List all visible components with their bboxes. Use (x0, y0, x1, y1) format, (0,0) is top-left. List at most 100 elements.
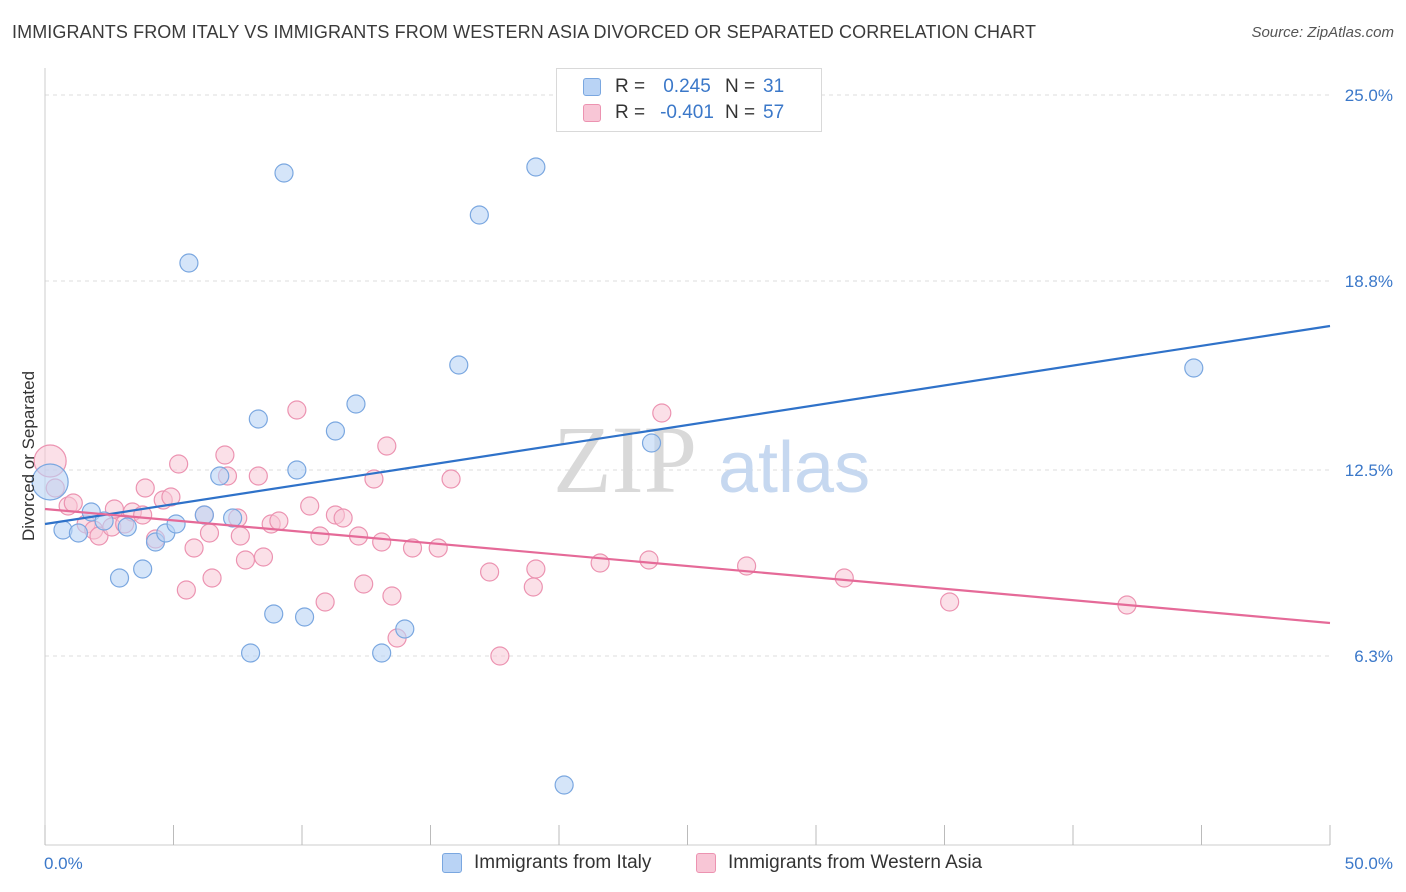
legend-label-western-asia: Immigrants from Western Asia (728, 852, 983, 873)
point-italy (31, 463, 69, 501)
legend-swatch-western-asia (696, 853, 716, 873)
point-italy (641, 433, 662, 453)
point-italy (166, 514, 186, 534)
point-western-asia (428, 538, 448, 558)
point-western-asia (372, 532, 392, 552)
series-italy-points (31, 157, 1204, 795)
point-western-asia (315, 592, 335, 612)
point-western-asia (230, 526, 250, 546)
point-western-asia (287, 400, 307, 420)
point-italy (294, 607, 315, 627)
legend-r-value-western-asia: -0.401 (660, 102, 714, 123)
point-western-asia (202, 568, 222, 588)
point-western-asia (235, 550, 256, 570)
legend-n-label: N = (725, 102, 756, 123)
point-western-asia (199, 523, 220, 543)
point-italy (133, 559, 153, 579)
point-italy (241, 643, 261, 663)
point-italy (264, 604, 284, 624)
point-italy (194, 505, 214, 525)
correlation-legend: R = 0.245 N = 31 R = -0.401 N = 57 (556, 68, 822, 132)
point-italy (469, 205, 489, 225)
source-label: Source: ZipAtlas.com (1251, 24, 1394, 41)
point-italy (346, 394, 366, 414)
point-italy (325, 421, 346, 441)
point-western-asia (184, 538, 204, 558)
point-western-asia (269, 511, 289, 531)
point-western-asia (480, 562, 500, 582)
trendline-italy (44, 324, 1331, 526)
x-tick-label: 50.0% (1345, 854, 1393, 873)
chart-title: IMMIGRANTS FROM ITALY VS IMMIGRANTS FROM… (12, 22, 1037, 42)
y-tick-label: 25.0% (1345, 86, 1393, 105)
legend-swatch-italy (583, 78, 601, 96)
point-western-asia (490, 646, 510, 666)
point-italy (68, 523, 89, 543)
point-western-asia (354, 574, 374, 594)
legend-item-western-asia[interactable]: Immigrants from Western Asia (696, 852, 982, 874)
point-western-asia (402, 538, 423, 558)
point-italy (287, 460, 307, 480)
point-western-asia (161, 487, 181, 507)
legend-label-italy: Immigrants from Italy (474, 852, 652, 873)
x-tick-label: 0.0% (44, 854, 83, 873)
tick-labels: 6.3% 12.5% 18.8% 25.0% 0.0% 50.0% Divorced or … (19, 86, 1393, 873)
legend-swatch-western-asia (583, 104, 601, 122)
point-italy (223, 508, 243, 528)
point-western-asia (639, 550, 659, 570)
legend-n-label: N = (725, 76, 756, 97)
y-tick-label: 18.8% (1345, 272, 1393, 291)
series-legend: Immigrants from Italy Immigrants from We… (0, 852, 1406, 878)
y-axis-title: Divorced or Separated (19, 371, 38, 541)
point-italy (274, 163, 294, 183)
point-western-asia (652, 403, 672, 423)
trendline-western-asia (44, 507, 1331, 625)
point-italy (395, 619, 415, 639)
point-western-asia (310, 526, 330, 546)
point-italy (526, 157, 546, 177)
legend-item-italy[interactable]: Immigrants from Italy (442, 852, 651, 874)
trend-lines (44, 324, 1331, 625)
point-western-asia (215, 445, 235, 465)
legend-n-value-italy: 31 (763, 76, 785, 97)
point-italy (372, 643, 392, 663)
point-italy (53, 520, 73, 540)
point-italy (554, 775, 574, 795)
watermark: ZIP atlas (553, 406, 870, 513)
point-western-asia (176, 580, 196, 600)
point-western-asia (300, 496, 320, 516)
watermark-atlas: atlas (718, 428, 870, 508)
y-tick-label: 12.5% (1345, 461, 1393, 480)
y-tick-label: 6.3% (1354, 647, 1393, 666)
point-western-asia (333, 508, 353, 528)
point-italy (179, 253, 199, 273)
point-italy (248, 409, 268, 429)
legend-swatch-italy (442, 853, 462, 873)
legend-r-value-italy: 0.245 (663, 76, 711, 97)
legend-row-italy: R = 0.245 N = 31 (583, 75, 784, 99)
point-italy (117, 517, 137, 537)
point-western-asia (441, 469, 461, 489)
point-western-asia (253, 547, 274, 567)
point-western-asia (382, 586, 402, 606)
point-western-asia (169, 454, 189, 474)
point-western-asia (377, 436, 397, 456)
point-western-asia (523, 577, 543, 597)
point-western-asia (135, 478, 155, 498)
watermark-zip: ZIP (553, 406, 697, 513)
legend-n-value-western-asia: 57 (763, 102, 785, 123)
point-italy (449, 355, 469, 375)
point-italy (1184, 358, 1204, 378)
point-italy (109, 568, 130, 588)
point-western-asia (940, 592, 960, 612)
point-western-asia (834, 568, 854, 588)
legend-r-label: R = (615, 102, 646, 123)
point-western-asia (63, 493, 83, 513)
legend-r-label: R = (615, 76, 646, 97)
legend-row-western-asia: R = -0.401 N = 57 (583, 101, 784, 125)
point-western-asia (248, 466, 268, 486)
point-italy (210, 466, 230, 486)
point-western-asia (526, 559, 546, 579)
gridlines (45, 94, 1330, 657)
